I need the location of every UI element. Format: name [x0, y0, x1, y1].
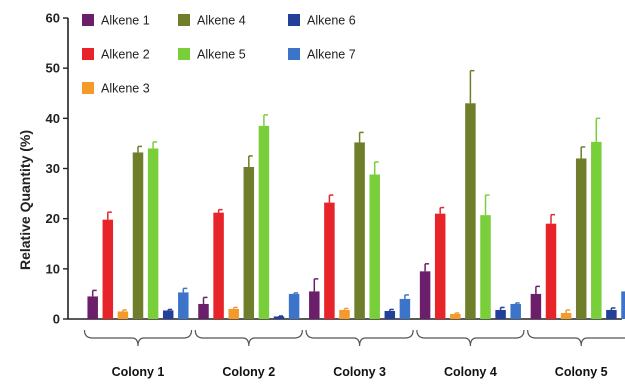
- bar: [399, 298, 411, 319]
- legend-label: Alkene 4: [197, 14, 246, 28]
- legend: Alkene 1 Alkene 2 Alkene 3 Alkene 4 Alkene 5…: [82, 14, 356, 96]
- group-brace: [305, 329, 414, 347]
- bar: [384, 310, 396, 319]
- bar: [575, 158, 587, 319]
- legend-swatch: [288, 14, 300, 26]
- x-tick-label: Colony 4: [444, 365, 497, 379]
- bar: [369, 174, 380, 319]
- bar: [606, 309, 617, 319]
- bar: [162, 310, 174, 319]
- y-tick-label: 40: [46, 111, 60, 126]
- bar: [243, 166, 255, 319]
- bar: [309, 291, 320, 319]
- bar: [132, 152, 144, 319]
- bar: [213, 212, 224, 319]
- group-brace: [194, 329, 303, 347]
- legend-label: Alkene 3: [101, 82, 150, 96]
- y-axis-title: Relative Quantity (%): [17, 130, 33, 270]
- bar: [450, 313, 461, 319]
- legend-swatch: [288, 48, 300, 60]
- bar: [324, 202, 335, 319]
- y-tick-label: 50: [46, 61, 60, 76]
- bar: [339, 309, 350, 319]
- bar: [198, 303, 209, 319]
- group-brace: [527, 329, 625, 347]
- bar: [495, 309, 506, 319]
- bar: [545, 223, 557, 319]
- group-brace: [83, 329, 193, 347]
- bar: [147, 148, 159, 319]
- y-tick-label: 20: [46, 211, 60, 226]
- legend-swatch: [82, 14, 94, 26]
- legend-swatch: [82, 82, 94, 94]
- bar: [434, 213, 446, 319]
- bar: [102, 219, 114, 319]
- group-braces: Colony 1 Colony 2 Colony 3 Colony 4 Colony 5: [83, 329, 625, 379]
- x-tick-label: Colony 5: [555, 365, 608, 379]
- x-tick-label: Colony 1: [112, 365, 165, 379]
- y-tick-label: 60: [46, 11, 60, 26]
- bar: [258, 125, 270, 319]
- group-brace: [416, 329, 525, 347]
- bars: [87, 69, 625, 320]
- bar: [530, 293, 542, 319]
- bar: [273, 316, 285, 319]
- legend-label: Alkene 1: [101, 14, 150, 28]
- legend-label: Alkene 2: [101, 48, 150, 62]
- bar: [560, 312, 572, 319]
- legend-swatch: [178, 48, 190, 60]
- bar: [510, 303, 521, 319]
- y-tick-label: 0: [53, 312, 60, 327]
- bar: [117, 311, 129, 319]
- bar: [621, 291, 625, 319]
- y-tick-label: 10: [46, 261, 60, 276]
- x-tick-label: Colony 3: [333, 365, 386, 379]
- bar: [419, 271, 431, 319]
- y-axis: 0 10 20 30 40 50 60: [46, 11, 69, 327]
- legend-swatch: [82, 48, 94, 60]
- legend-label: Alkene 7: [307, 48, 356, 62]
- bar: [178, 292, 189, 319]
- x-tick-label: Colony 2: [222, 365, 275, 379]
- bar: [354, 142, 365, 319]
- bar: [465, 103, 476, 320]
- bar: [87, 296, 98, 319]
- bar: [228, 308, 239, 319]
- bar: [288, 293, 300, 319]
- legend-swatch: [178, 14, 190, 26]
- y-tick-label: 30: [46, 161, 60, 176]
- legend-label: Alkene 6: [307, 14, 356, 28]
- bar: [591, 141, 602, 319]
- legend-label: Alkene 5: [197, 48, 246, 62]
- bar: [480, 215, 491, 319]
